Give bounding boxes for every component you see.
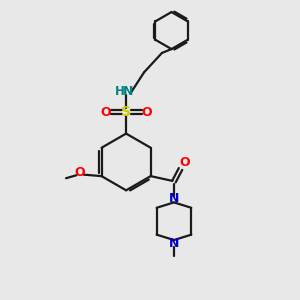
Text: O: O (142, 106, 152, 118)
Text: O: O (100, 106, 110, 118)
Text: N: N (169, 237, 179, 250)
Text: O: O (179, 157, 190, 169)
Text: S: S (121, 105, 131, 119)
Text: O: O (74, 166, 85, 179)
Text: N: N (169, 192, 179, 205)
Text: N: N (123, 85, 134, 98)
Text: H: H (115, 85, 124, 98)
